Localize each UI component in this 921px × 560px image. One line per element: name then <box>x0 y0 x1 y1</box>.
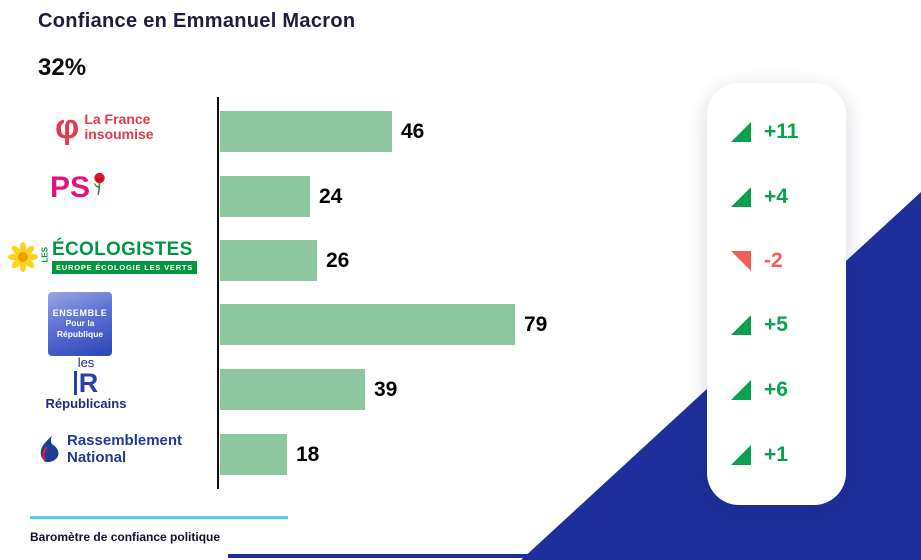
eco-wordmark: ÉCOLOGISTES EUROPE ÉCOLOGIE LES VERTS <box>52 239 198 274</box>
evolution-card: +11 +4 -2 +5 +6 +1 <box>707 83 846 505</box>
bar-les-republicains <box>220 369 365 410</box>
ps-wordmark: PS <box>50 171 91 204</box>
delta-row-ensemble: +5 <box>731 313 788 337</box>
lr-r-glyph: R <box>78 367 99 398</box>
ensemble-line3: République <box>56 329 104 339</box>
bar-row-republicains: 39 <box>220 369 397 410</box>
rn-line2: National <box>67 449 127 466</box>
bar-row-lfi: 46 <box>220 111 424 152</box>
lr-name-label: Républicains <box>45 396 127 411</box>
bar-ecologistes <box>220 240 317 281</box>
bar-row-rn: 18 <box>220 434 319 475</box>
logo-les-ecologistes: LES ÉCOLOGISTES EUROPE ÉCOLOGIE LES VERT… <box>8 239 198 274</box>
delta-value: +4 <box>764 185 788 208</box>
lr-bar-glyph <box>73 371 77 395</box>
bar-ensemble <box>220 304 515 345</box>
ensemble-line1: ENSEMBLE <box>52 308 108 318</box>
trend-triangle-icon <box>731 122 751 142</box>
logo-la-france-insoumise: φ La France insoumise <box>55 110 154 144</box>
delta-value: +5 <box>764 313 788 336</box>
chart-axis-line <box>217 97 219 489</box>
delta-value: -2 <box>764 249 783 272</box>
footer-accent-line <box>30 516 288 519</box>
delta-row-lfi: +11 <box>731 120 798 144</box>
delta-row-ecologistes: -2 <box>731 249 783 273</box>
bar-value: 39 <box>374 377 398 401</box>
bar-row-ecologistes: 26 <box>220 240 349 281</box>
lfi-line2: insoumise <box>84 126 154 142</box>
logo-les-republicains: les R Républicains <box>44 356 128 411</box>
logo-rassemblement-national: Rassemblement National <box>38 432 182 466</box>
source-label: Baromètre de confiance politique <box>30 530 221 544</box>
bar-value: 46 <box>401 119 425 143</box>
lfi-wordmark: La France insoumise <box>84 112 153 142</box>
delta-row-rn: +1 <box>731 443 788 467</box>
eco-subtitle: EUROPE ÉCOLOGIE LES VERTS <box>52 261 198 274</box>
lr-monogram-icon: R <box>44 369 128 397</box>
decorative-bottom-line <box>228 554 921 558</box>
bar-ps <box>220 176 310 217</box>
bar-row-ps: 24 <box>220 176 342 217</box>
lr-les-label: les <box>77 355 95 370</box>
eco-name: ÉCOLOGISTES <box>52 239 193 260</box>
ensemble-line2: Pour la <box>65 318 95 328</box>
delta-row-ps: +4 <box>731 185 788 209</box>
flame-icon <box>40 436 59 463</box>
phi-symbol-icon: φ <box>55 108 80 146</box>
delta-value: +11 <box>764 120 799 143</box>
logo-ensemble: ENSEMBLE Pour la République <box>48 292 112 356</box>
bar-value: 24 <box>319 184 343 208</box>
lfi-line1: La France <box>84 111 151 127</box>
trend-triangle-icon <box>731 251 751 271</box>
bar-rassemblement-national <box>220 434 287 475</box>
rn-line1: Rassemblement <box>67 432 183 449</box>
trend-triangle-icon <box>731 187 751 207</box>
delta-row-republicains: +6 <box>731 378 788 402</box>
rose-icon <box>93 172 105 196</box>
rn-wordmark: Rassemblement National <box>67 432 182 466</box>
trend-triangle-icon <box>731 380 751 400</box>
sunflower-icon <box>8 242 38 272</box>
delta-value: +1 <box>764 443 788 466</box>
page-title: Confiance en Emmanuel Macron <box>38 10 356 32</box>
trend-triangle-icon <box>731 315 751 335</box>
trend-triangle-icon <box>731 445 751 465</box>
bar-value: 79 <box>524 312 548 336</box>
bar-la-france-insoumise <box>220 111 392 152</box>
delta-value: +6 <box>764 378 788 401</box>
logo-parti-socialiste: PS <box>50 172 107 204</box>
bar-value: 18 <box>296 442 320 466</box>
eco-les-label: LES <box>40 246 50 262</box>
overall-score: 32% <box>38 54 87 81</box>
bar-row-ensemble: 79 <box>220 304 547 345</box>
bar-value: 26 <box>326 248 350 272</box>
